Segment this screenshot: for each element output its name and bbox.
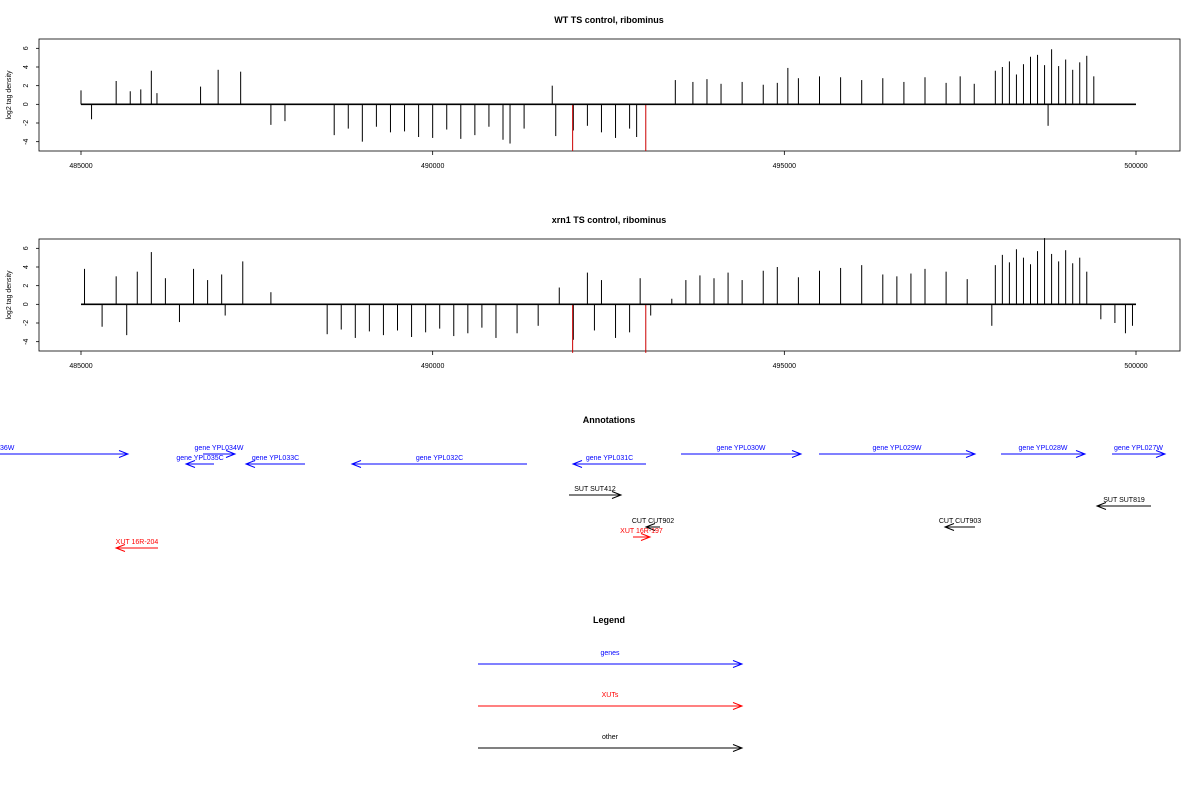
xrn1-bars xyxy=(84,238,1133,353)
xrn1-x-tick-label: 490000 xyxy=(421,363,444,370)
feature-arrow-cut-cut902-head xyxy=(644,523,656,531)
annotations-title: Annotations xyxy=(583,415,636,425)
legend-arrow-genes-head xyxy=(732,660,744,668)
xrn1-y-tick-label: -4 xyxy=(23,338,30,344)
wt-y-tick-label: 2 xyxy=(23,84,30,88)
feature-label-gene-ypl029w: gene YPL029W xyxy=(873,445,922,452)
xrn1-y-tick-label: 0 xyxy=(23,302,30,306)
xrn1-x-tick-label: 485000 xyxy=(69,363,92,370)
feature-label-gene-ypl031c: gene YPL031C xyxy=(586,455,633,462)
wt-x-tick-label: 500000 xyxy=(1124,163,1147,170)
legend-panel: Legend genes XUTs other xyxy=(478,615,744,752)
xrn1-y-tick-label: 2 xyxy=(23,284,30,288)
feature-arrow-gene-ypl035c-head xyxy=(184,460,196,468)
wt-axes: -4 -2 0 2 4 6 485000 490000 495000 500000 xyxy=(23,46,1148,170)
feature-label-gene-ypl032c: gene YPL032C xyxy=(416,455,463,462)
legend-title: Legend xyxy=(593,615,625,625)
feature-label-gene-ypl034w: gene YPL034W xyxy=(195,445,244,452)
feature-label-sut-sut819: SUT SUT819 xyxy=(1103,497,1145,504)
feature-label-gene-ypl027w: gene YPL027W xyxy=(1114,445,1163,452)
wt-panel-title: WT TS control, ribominus xyxy=(554,15,664,25)
wt-bars xyxy=(80,49,1095,151)
wt-y-tick-label: -4 xyxy=(23,138,30,144)
feature-label-gene-ypl028w: gene YPL028W xyxy=(1019,445,1068,452)
feature-arrow-sut-sut819-head xyxy=(1095,502,1107,510)
annotation-features: 36W gene YPL034W gene YPL035C gene YPL033C g… xyxy=(0,445,1167,552)
feature-label-gene-ypl035c: gene YPL035C xyxy=(176,455,223,462)
wt-x-tick-label: 485000 xyxy=(69,163,92,170)
feature-label-xut-16r-204: XUT 16R-204 xyxy=(116,539,159,546)
feature-label-gene-ypl030w: gene YPL030W xyxy=(717,445,766,452)
xrn1-plot-frame xyxy=(38,238,1181,352)
wt-y-tick-label: -2 xyxy=(23,120,30,126)
feature-arrow-xut-16r-204-head xyxy=(114,544,126,552)
wt-y-axis-label: log2 tag density xyxy=(6,70,13,120)
wt-y-tick-label: 4 xyxy=(23,65,30,69)
xrn1-y-axis-label: log2 tag density xyxy=(6,270,13,320)
legend-label-xuts: XUTs xyxy=(602,692,619,699)
wt-plot-frame xyxy=(38,38,1181,152)
feature-arrow-gene-ypl027w-head xyxy=(1155,450,1167,458)
xrn1-axes: -4 -2 0 2 4 6 485000 490000 495000 500000 xyxy=(23,246,1148,370)
feature-arrow-gene-ypl030w-head xyxy=(791,450,803,458)
feature-label-cut-cut903: CUT CUT903 xyxy=(939,518,981,525)
feature-arrow-gene-ypl029w-head xyxy=(965,450,977,458)
feature-label-cut-cut902: CUT CUT902 xyxy=(632,518,674,525)
feature-arrow-sut-sut412-head xyxy=(611,491,623,499)
legend-arrow-other-head xyxy=(732,744,744,752)
feature-label-xut-16r-197: XUT 16R-197 xyxy=(620,528,663,535)
legend-label-genes: genes xyxy=(600,650,620,657)
feature-arrow-36w-head xyxy=(118,450,130,458)
feature-arrow-gene-ypl028w-head xyxy=(1075,450,1087,458)
xrn1-y-tick-label: -2 xyxy=(23,320,30,326)
wt-y-tick-label: 0 xyxy=(23,102,30,106)
annotations-panel: Annotations 36W gene YPL034W gene YPL035C g… xyxy=(0,415,1167,552)
feature-arrow-cut-cut903-head xyxy=(943,523,955,531)
xrn1-coverage-panel: xrn1 TS control, ribominus log2 tag dens… xyxy=(6,215,1181,370)
feature-arrow-gene-ypl031c-head xyxy=(571,460,583,468)
wt-x-tick-label: 495000 xyxy=(773,163,796,170)
feature-arrow-gene-ypl033c-head xyxy=(244,460,256,468)
legend-label-other: other xyxy=(602,734,619,741)
xrn1-x-tick-label: 500000 xyxy=(1124,363,1147,370)
feature-label-sut-sut412: SUT SUT412 xyxy=(574,486,616,493)
xrn1-y-tick-label: 4 xyxy=(23,265,30,269)
feature-arrow-gene-ypl034w-head xyxy=(225,450,237,458)
legend-items: genes XUTs other xyxy=(478,650,744,752)
wt-coverage-panel: WT TS control, ribominus log2 tag densit… xyxy=(6,15,1181,170)
xrn1-x-tick-label: 495000 xyxy=(773,363,796,370)
wt-x-tick-label: 490000 xyxy=(421,163,444,170)
wt-y-tick-label: 6 xyxy=(23,46,30,50)
feature-arrow-xut-16r-197-head xyxy=(640,533,652,541)
feature-arrow-gene-ypl032c-head xyxy=(350,460,362,468)
xrn1-panel-title: xrn1 TS control, ribominus xyxy=(552,215,667,225)
feature-label-36w: 36W xyxy=(0,445,15,452)
xrn1-y-tick-label: 6 xyxy=(23,246,30,250)
legend-arrow-xuts-head xyxy=(732,702,744,710)
feature-label-gene-ypl033c: gene YPL033C xyxy=(252,455,299,462)
